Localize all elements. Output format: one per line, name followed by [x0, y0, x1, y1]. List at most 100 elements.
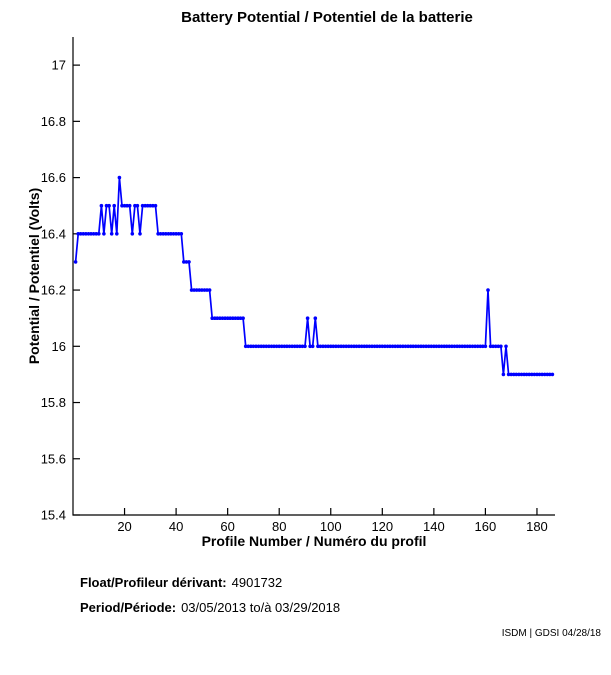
data-point-marker: [215, 316, 220, 321]
data-point-marker: [138, 232, 142, 236]
data-point-marker: [372, 344, 377, 349]
data-point-marker: [377, 344, 382, 349]
x-axis-label: Profile Number / Numéro du profil: [202, 533, 427, 549]
data-point-marker: [182, 260, 186, 264]
x-tick-label: 100: [320, 519, 342, 534]
data-point-marker: [359, 344, 364, 349]
data-point-marker: [403, 344, 408, 349]
y-axis-label: Potential / Potentiel (Volts): [26, 188, 42, 364]
data-point-marker: [135, 203, 140, 208]
data-point-marker: [550, 372, 555, 377]
data-point-marker: [421, 344, 426, 349]
data-point-marker: [545, 372, 550, 377]
data-point-marker: [81, 232, 86, 236]
y-tick-label: 15.4: [41, 508, 66, 523]
data-point-marker: [519, 372, 524, 377]
data-point-marker: [246, 344, 251, 349]
data-point-marker: [125, 203, 129, 208]
data-point-marker: [197, 288, 202, 292]
data-point-marker: [236, 316, 240, 321]
y-tick-label: 15.8: [41, 395, 66, 410]
x-tick-label: 180: [526, 519, 548, 534]
data-point-marker: [130, 232, 135, 236]
data-point-marker: [509, 372, 513, 377]
data-point-marker: [339, 344, 343, 349]
data-point-marker: [164, 232, 168, 236]
data-point-marker: [94, 232, 98, 236]
data-point-marker: [241, 316, 245, 321]
data-point-marker: [99, 203, 104, 208]
data-point-marker: [231, 316, 235, 321]
data-point-marker: [370, 344, 374, 349]
data-point-marker: [336, 344, 341, 349]
data-point-marker: [411, 344, 416, 349]
data-point-marker: [367, 344, 372, 349]
data-point-marker: [354, 344, 359, 349]
data-point-marker: [455, 344, 459, 349]
x-tick-label: 60: [220, 519, 234, 534]
data-point-marker: [419, 344, 423, 349]
data-point-marker: [223, 316, 227, 321]
y-tick-label: 15.6: [41, 451, 66, 466]
data-point-marker: [548, 372, 552, 377]
data-point-marker: [269, 344, 274, 349]
data-point-marker: [205, 288, 209, 292]
data-point-marker: [527, 372, 531, 377]
data-point-marker: [238, 316, 243, 321]
data-point-marker: [396, 344, 400, 349]
data-point-marker: [313, 316, 318, 321]
data-point-marker: [84, 232, 88, 236]
data-point-marker: [233, 316, 238, 321]
data-point-marker: [468, 344, 472, 349]
period-label: Period/Période:: [80, 600, 177, 615]
data-point-marker: [120, 203, 124, 208]
data-point-marker: [537, 372, 542, 377]
data-point-marker: [290, 344, 294, 349]
data-point-marker: [76, 232, 80, 236]
x-tick-label: 20: [117, 519, 131, 534]
data-point-marker: [393, 344, 398, 349]
data-point-marker: [341, 344, 346, 349]
data-point-marker: [329, 344, 333, 349]
data-point-marker: [401, 344, 405, 349]
data-point-marker: [331, 344, 336, 349]
data-point-marker: [225, 316, 230, 321]
data-point-marker: [470, 344, 475, 349]
data-point-marker: [143, 203, 147, 208]
data-point-marker: [522, 372, 526, 377]
float-label: Float/Profileur dérivant:: [80, 575, 227, 590]
data-point-marker: [352, 344, 356, 349]
data-point-marker: [115, 232, 119, 236]
data-point-marker: [261, 344, 266, 349]
data-point-marker: [274, 344, 279, 349]
data-point-marker: [442, 344, 447, 349]
data-point-marker: [437, 344, 441, 349]
data-point-marker: [323, 344, 328, 349]
data-point-marker: [465, 344, 470, 349]
data-point-marker: [535, 372, 539, 377]
data-point-marker: [112, 203, 116, 208]
data-point-marker: [213, 316, 217, 321]
data-point-marker: [478, 344, 483, 349]
data-point-marker: [282, 344, 287, 349]
data-point-marker: [390, 344, 395, 349]
axis-lines: [72, 37, 555, 516]
data-point-marker: [161, 232, 165, 236]
data-point-marker: [277, 344, 282, 349]
data-point-marker: [439, 344, 444, 349]
data-point-marker: [506, 372, 511, 377]
x-tick-label: 80: [272, 519, 286, 534]
data-point-marker: [122, 203, 127, 208]
data-point-marker: [176, 232, 181, 236]
data-point-marker: [295, 344, 300, 349]
float-value: 4901732: [231, 575, 283, 590]
data-point-marker: [426, 344, 431, 349]
data-point-marker: [486, 288, 490, 292]
data-point-marker: [349, 344, 354, 349]
data-point-marker: [463, 344, 467, 349]
data-point-marker: [153, 203, 158, 208]
data-point-marker: [501, 372, 506, 377]
data-point-marker: [202, 288, 207, 292]
data-point-marker: [148, 203, 153, 208]
data-point-marker: [187, 260, 191, 264]
